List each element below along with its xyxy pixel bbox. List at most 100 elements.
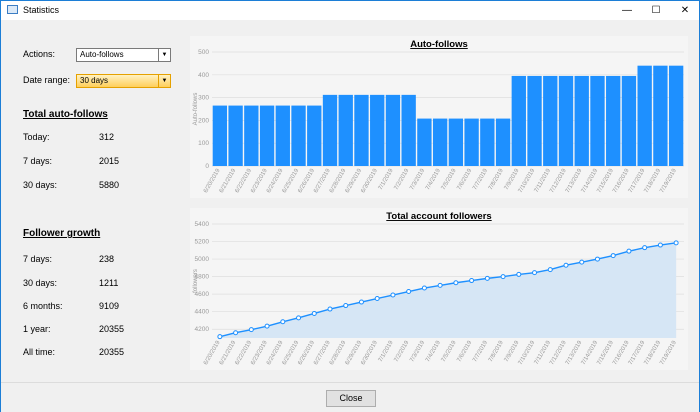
bar bbox=[322, 94, 338, 166]
date-range-label: Date range: bbox=[23, 75, 71, 85]
stat-label: 30 days: bbox=[23, 278, 58, 288]
actions-dropdown[interactable]: Auto-follows ▼ bbox=[76, 48, 171, 62]
followers-chart-panel: Total account followers followers 4200 4400… bbox=[190, 208, 688, 370]
x-tick-label: 7/7/2019 bbox=[472, 339, 489, 363]
stat-value: 20355 bbox=[99, 324, 125, 334]
x-tick-label: 7/2/2019 bbox=[394, 167, 411, 191]
data-point bbox=[500, 274, 506, 280]
chevron-down-icon: ▼ bbox=[158, 49, 170, 61]
title-bar: Statistics — ☐ ✕ bbox=[1, 1, 699, 20]
x-tick-label: 7/4/2019 bbox=[425, 167, 442, 191]
x-tick-label: 7/9/2019 bbox=[504, 339, 521, 363]
x-tick-label: 7/9/2019 bbox=[504, 167, 521, 191]
bar bbox=[212, 105, 228, 166]
stat-value: 312 bbox=[99, 132, 115, 142]
minimize-button[interactable]: — bbox=[622, 5, 632, 16]
x-tick-label: 6/30/2019 bbox=[360, 339, 379, 366]
x-tick-label: 7/8/2019 bbox=[488, 167, 505, 191]
data-point bbox=[642, 245, 648, 251]
auto-follows-chart: Auto-follows Auto-follows 0 100 200 300 400 500… bbox=[193, 39, 684, 194]
bar bbox=[464, 118, 479, 166]
stats-panel: Actions: Auto-follows ▼ Date range: 30 d… bbox=[1, 20, 188, 382]
y-tick-label: 5200 bbox=[195, 239, 210, 246]
bar bbox=[590, 75, 605, 166]
data-point bbox=[217, 334, 223, 340]
data-point bbox=[532, 270, 538, 276]
stat-value: 20355 bbox=[99, 347, 125, 357]
data-point bbox=[673, 240, 679, 246]
bar bbox=[275, 105, 290, 166]
bar bbox=[495, 118, 511, 166]
data-point bbox=[626, 248, 632, 254]
actions-label: Actions: bbox=[23, 49, 56, 59]
x-tick-label: 7/1/2019 bbox=[378, 167, 395, 191]
bar bbox=[653, 65, 668, 166]
stat-label: 30 days: bbox=[23, 180, 58, 190]
bar bbox=[228, 105, 243, 166]
x-tick-label: 7/1/2019 bbox=[378, 339, 395, 363]
stat-label: 7 days: bbox=[23, 254, 53, 264]
y-tick-label: 400 bbox=[198, 72, 209, 79]
bar bbox=[621, 75, 637, 166]
chart-title: Auto-follows bbox=[410, 39, 468, 50]
data-point bbox=[390, 292, 396, 298]
bar bbox=[480, 118, 495, 166]
x-tick-label: 6/30/2019 bbox=[360, 167, 379, 194]
date-range-dropdown-value: 30 days bbox=[80, 76, 109, 85]
y-tick-label: 5400 bbox=[195, 221, 210, 228]
close-window-button[interactable]: ✕ bbox=[680, 5, 690, 16]
bar bbox=[448, 118, 464, 166]
y-tick-label: 100 bbox=[198, 140, 209, 147]
maximize-button[interactable]: ☐ bbox=[651, 5, 661, 16]
followers-chart: Total account followers followers 4200 4400… bbox=[193, 211, 684, 366]
data-point bbox=[343, 303, 349, 309]
bar bbox=[307, 105, 322, 166]
data-point bbox=[311, 310, 317, 316]
bar bbox=[558, 75, 574, 166]
bar bbox=[401, 94, 416, 166]
data-point bbox=[516, 271, 522, 277]
y-tick-label: 300 bbox=[198, 95, 209, 102]
bar bbox=[259, 105, 275, 166]
bar bbox=[291, 105, 306, 166]
date-range-dropdown[interactable]: 30 days ▼ bbox=[76, 74, 171, 88]
data-point bbox=[469, 278, 475, 284]
x-tick-label: 7/3/2019 bbox=[409, 167, 426, 191]
data-point bbox=[296, 315, 302, 321]
y-tick-label: 0 bbox=[205, 163, 209, 170]
y-tick-label: 4600 bbox=[195, 291, 210, 298]
x-tick-label: 7/2/2019 bbox=[394, 339, 411, 363]
bar bbox=[668, 65, 684, 166]
data-point bbox=[657, 242, 663, 248]
stat-label: 6 months: bbox=[23, 301, 63, 311]
y-tick-label: 4400 bbox=[195, 309, 210, 316]
bar bbox=[637, 65, 652, 166]
data-point bbox=[579, 259, 585, 265]
total-auto-follows-heading: Total auto-follows bbox=[23, 109, 108, 120]
window-title: Statistics bbox=[23, 5, 60, 15]
y-axis-label: followers bbox=[193, 269, 199, 293]
chevron-down-icon: ▼ bbox=[158, 75, 170, 87]
x-tick-label: 7/7/2019 bbox=[472, 167, 489, 191]
follower-growth-heading: Follower growth bbox=[23, 228, 101, 239]
x-tick-label: 7/4/2019 bbox=[425, 339, 442, 363]
bar bbox=[370, 94, 385, 166]
data-point bbox=[264, 323, 270, 329]
stat-label: All time: bbox=[23, 347, 56, 357]
data-point bbox=[437, 282, 443, 288]
bar bbox=[543, 75, 558, 166]
chart-title: Total account followers bbox=[386, 211, 491, 222]
x-tick-label: 7/3/2019 bbox=[409, 339, 426, 363]
x-tick-label: 7/19/2019 bbox=[659, 339, 678, 366]
bar bbox=[244, 105, 259, 166]
data-point bbox=[248, 327, 254, 333]
button-bar: Close bbox=[1, 382, 699, 412]
stat-value: 2015 bbox=[99, 156, 120, 166]
close-button[interactable]: Close bbox=[326, 390, 376, 407]
stat-value: 1211 bbox=[99, 278, 119, 288]
stat-value: 238 bbox=[99, 254, 115, 264]
y-axis-label: Auto-follows bbox=[193, 93, 199, 126]
x-tick-label: 7/6/2019 bbox=[456, 339, 473, 363]
bar bbox=[511, 75, 526, 166]
stat-value: 9109 bbox=[99, 301, 120, 311]
